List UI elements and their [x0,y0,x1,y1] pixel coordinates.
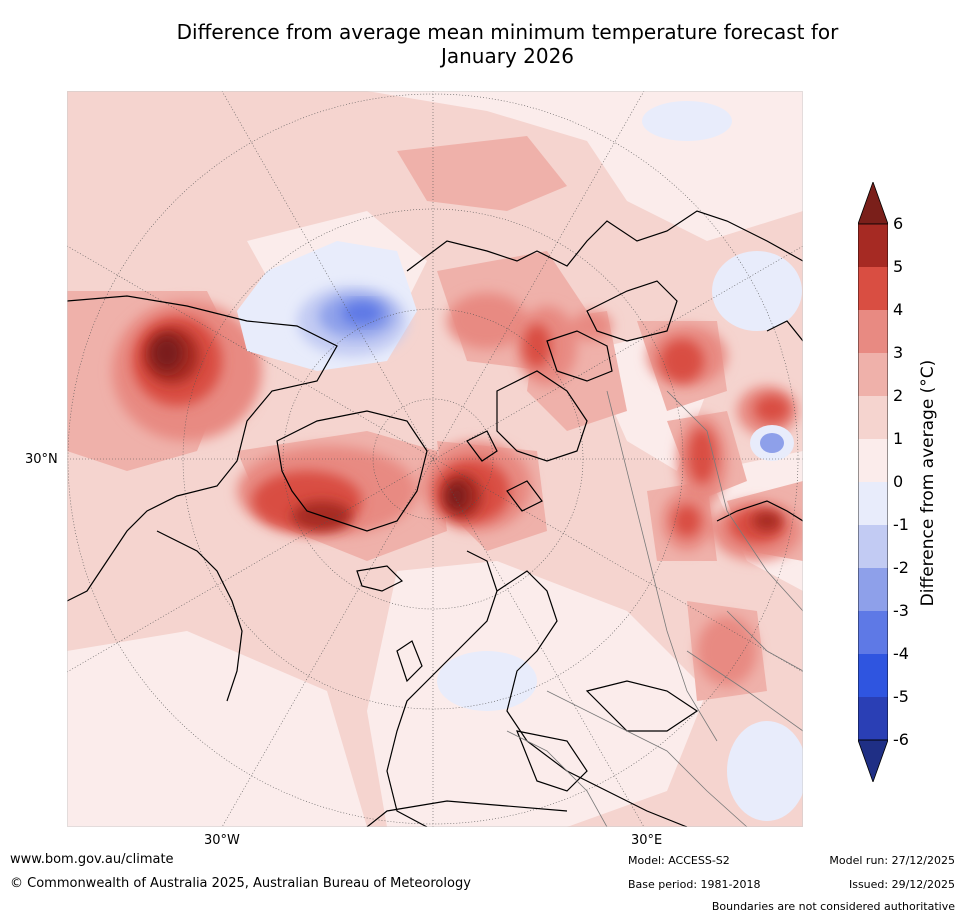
colorbar-m5-m4 [858,654,888,697]
title-line-1: Difference from average mean minimum tem… [176,20,839,44]
colorbar-m3-m2 [858,568,888,611]
colorbar-m2-m1 [858,525,888,568]
coastline-asia [406,210,803,272]
colorbar-label: Difference from average (°C) [918,359,938,607]
graticule [67,91,803,827]
colorbar-tick: 3 [893,343,904,362]
colorbar-1-2 [858,396,888,439]
footer-url: www.bom.gov.au/climate [10,852,174,867]
colorbar-tick: 4 [893,300,904,319]
colorbar-tick: 6 [893,214,904,233]
footer-model-run: Model run: 27/12/2025 [829,854,955,867]
colorbar-tick: -1 [893,515,909,534]
country-borders [506,390,803,827]
colorbar-tick: -4 [893,644,909,663]
colorbar-0-1 [858,439,888,482]
anomaly-field-cool [237,101,803,821]
footer-model: Model: ACCESS-S2 [628,854,730,867]
title-line-2: January 2026 [440,44,575,68]
colorbar-4-5 [858,267,888,310]
colorbar-tick: 1 [893,429,904,448]
coastline-north-america [67,295,338,602]
anomaly-field-above-6 [151,335,467,510]
longitude-label-30e: 30°E [631,833,663,848]
colorbar-tick: -6 [893,730,909,749]
colorbar-tick: 2 [893,386,904,405]
latitude-label-30n: 30°N [25,452,58,467]
colorbar-over-6 [858,182,888,225]
colorbar-m6-m5 [858,697,888,740]
colorbar-under-m6 [858,739,888,782]
coastline-europe [386,550,498,827]
colorbar-tick: -3 [893,601,909,620]
colorbar-m1-0 [858,482,888,525]
coastline-greenland [276,410,428,532]
colorbar-tick: 5 [893,257,904,276]
footer-issued: Issued: 29/12/2025 [848,878,955,891]
colorbar-m4-m3 [858,611,888,654]
colorbar-2-3 [858,353,888,396]
forecast-map [67,91,803,827]
colorbar-tick: -2 [893,558,909,577]
footer-disclaimer: Boundaries are not considered authoritat… [711,900,955,913]
longitude-label-30w: 30°W [204,833,240,848]
colorbar [858,182,888,782]
coastlines [67,210,803,827]
colorbar-3-4 [858,310,888,353]
footer-base-period: Base period: 1981-2018 [628,878,761,891]
footer-copyright: © Commonwealth of Australia 2025, Austra… [10,876,471,891]
colorbar-tick: -5 [893,687,909,706]
colorbar-tick: 0 [893,472,904,491]
colorbar-5-6 [858,224,888,267]
chart-title: Difference from average mean minimum tem… [100,20,915,68]
